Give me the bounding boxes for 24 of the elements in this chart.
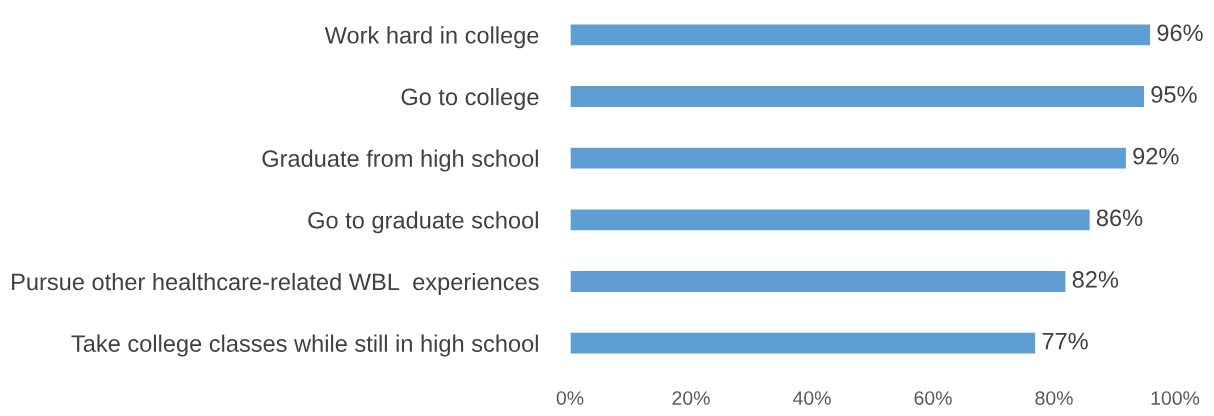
data-label: 86% [1096, 209, 1143, 227]
y-tick-label: Go to college [401, 87, 539, 110]
x-tick-label: 60% [914, 391, 952, 405]
data-label: 96% [1157, 24, 1203, 42]
data-label: 95% [1151, 86, 1197, 103]
x-tick-label: 80% [1035, 391, 1073, 405]
y-tick-label: Graduate from high school [262, 149, 538, 172]
y-tick-label: Go to graduate school [308, 211, 538, 234]
x-tick-label: 0% [556, 391, 584, 405]
bar [570, 23, 1152, 47]
bar [570, 331, 1037, 355]
y-tick-label: Take college classes while still in high school [71, 334, 538, 357]
x-tick-label: 40% [792, 391, 831, 405]
y-tick-label: Work hard in college [324, 26, 539, 49]
data-label: 82% [1072, 271, 1119, 288]
bar [570, 208, 1091, 232]
y-tick-label: Pursue other healthcare-related WBL experiences [12, 272, 539, 295]
bar [570, 269, 1067, 294]
data-label: 77% [1042, 332, 1088, 350]
bar [570, 84, 1146, 109]
bar [570, 146, 1128, 170]
x-tick-label: 20% [672, 391, 710, 405]
data-label: 92% [1133, 147, 1179, 165]
x-tick-label: 100% [1151, 391, 1200, 405]
